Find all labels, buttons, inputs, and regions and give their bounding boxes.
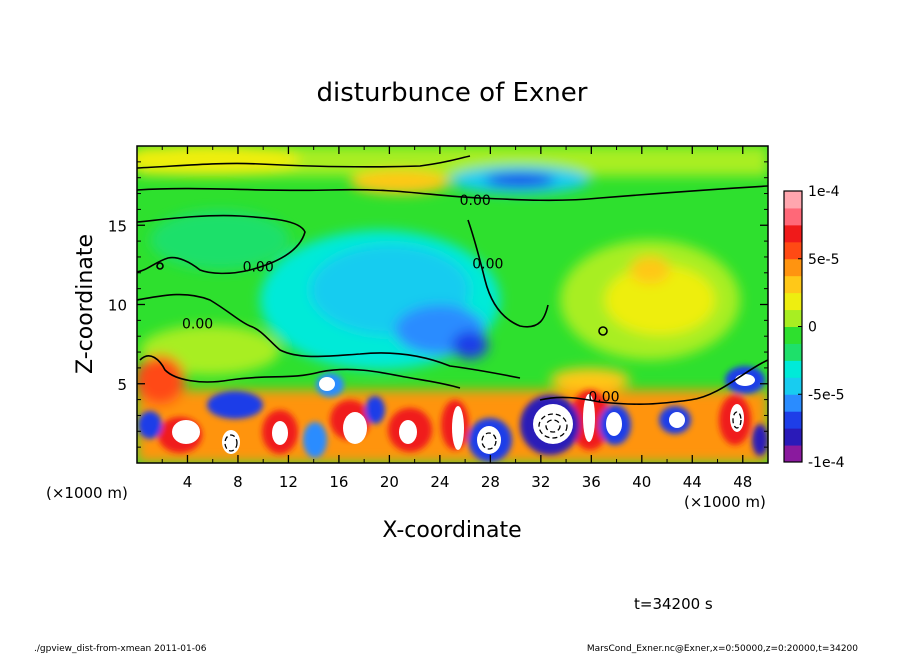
x-unit-right: (×1000 m) bbox=[684, 493, 766, 511]
colorbar-swatch bbox=[784, 224, 802, 243]
colorbar-swatch bbox=[784, 394, 802, 412]
colorbar-swatch bbox=[784, 241, 802, 260]
y-tick-label: 10 bbox=[108, 297, 127, 315]
colorbar-tick-label: -1e-4 bbox=[808, 455, 845, 471]
contour-label: 0.00 bbox=[472, 256, 503, 272]
colorbar-swatch bbox=[784, 292, 802, 311]
colorbar-tick-label: 5e-5 bbox=[808, 252, 839, 268]
colorbar-swatch bbox=[784, 258, 802, 277]
colorbar-tick-label: 1e-4 bbox=[808, 184, 840, 200]
contour-label: 0.00 bbox=[243, 259, 274, 275]
footer-right: MarsCond_Exner.nc@Exner,x=0:50000,z=0:20… bbox=[587, 644, 858, 654]
contour-label: 0.00 bbox=[182, 317, 213, 333]
x-tick-label: 8 bbox=[233, 473, 243, 491]
x-tick-label: 20 bbox=[380, 473, 399, 491]
contour-label: 0.00 bbox=[460, 193, 491, 209]
x-tick-label: 48 bbox=[733, 473, 752, 491]
colorbar-swatch bbox=[784, 191, 802, 209]
time-label: t=34200 s bbox=[634, 595, 713, 613]
colorbar-swatch bbox=[784, 326, 802, 344]
x-tick-label: 24 bbox=[430, 473, 449, 491]
contour-label: 0.00 bbox=[588, 389, 619, 405]
y-tick-label: 15 bbox=[108, 217, 127, 235]
x-tick-label: 32 bbox=[531, 473, 550, 491]
x-axis-label: X-coordinate bbox=[382, 518, 521, 543]
colorbar-swatch bbox=[784, 343, 802, 361]
y-tick-label: 5 bbox=[117, 376, 127, 394]
contour-labels: 0.00 0.00 0.00 0.00 0.00 bbox=[182, 193, 620, 406]
colorbar-swatch bbox=[784, 377, 802, 395]
x-tick-label: 12 bbox=[279, 473, 298, 491]
heatmap-field bbox=[137, 146, 768, 463]
chart-title: disturbunce of Exner bbox=[317, 78, 588, 108]
colorbar-swatch bbox=[784, 309, 802, 327]
colorbar-tick-label: -5e-5 bbox=[808, 387, 845, 403]
colorbar: 1e-4 5e-5 0 -5e-5 -1e-4 bbox=[783, 184, 845, 471]
colorbar-tick-label: 0 bbox=[808, 320, 817, 336]
x-tick-label: 16 bbox=[329, 473, 348, 491]
x-axis-ticks: 4 8 12 16 20 24 28 32 36 40 44 48 bbox=[161, 146, 752, 491]
colorbar-swatch bbox=[784, 207, 802, 226]
x-unit-left: (×1000 m) bbox=[46, 484, 128, 502]
colorbar-swatch bbox=[784, 360, 802, 378]
x-tick-label: 36 bbox=[582, 473, 601, 491]
colorbar-swatch bbox=[784, 275, 802, 294]
x-tick-label: 40 bbox=[632, 473, 651, 491]
x-tick-label: 28 bbox=[481, 473, 500, 491]
y-axis-ticks: 5 10 15 bbox=[108, 161, 768, 448]
x-tick-label: 4 bbox=[183, 473, 193, 491]
colorbar-swatch bbox=[784, 445, 802, 463]
colorbar-swatch bbox=[784, 411, 802, 429]
y-axis-label: Z-coordinate bbox=[73, 234, 98, 374]
footer-left: ./gpview_dist-from-xmean 2011-01-06 bbox=[34, 644, 207, 654]
x-tick-label: 44 bbox=[683, 473, 702, 491]
colorbar-swatch bbox=[784, 428, 802, 446]
